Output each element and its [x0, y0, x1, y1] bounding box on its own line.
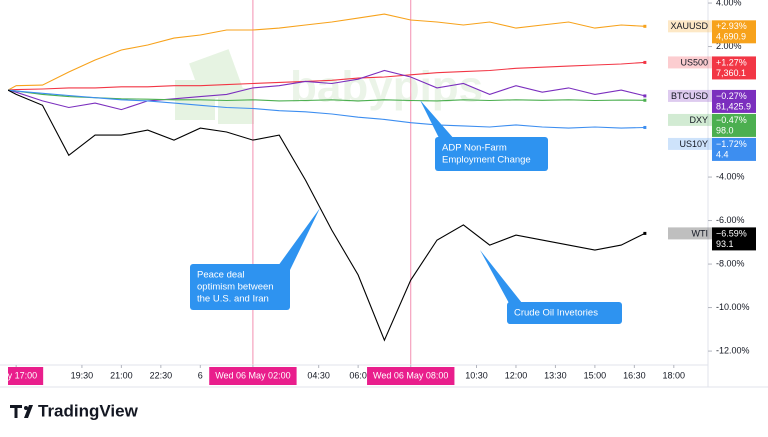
series-line	[8, 13, 645, 91]
x-tick-label: 04:30	[307, 370, 330, 380]
x-tick-label: 06:0	[349, 370, 367, 380]
series-value-box	[712, 137, 756, 161]
x-tick-label: 21:00	[110, 370, 133, 380]
series-end-dot	[643, 125, 647, 129]
annotation-text: ADP Non-Farm	[442, 143, 507, 154]
series-name-tag	[668, 113, 712, 126]
series-name: WTI	[692, 228, 709, 238]
series-line	[8, 61, 645, 91]
series-end-dot	[643, 98, 647, 102]
x-tick-highlight	[209, 367, 297, 385]
series-change-label: −0.27%	[716, 91, 747, 101]
series-value-box	[712, 113, 756, 137]
y-tick-label: -10.00%	[716, 302, 750, 312]
y-tick-label: -8.00%	[716, 258, 745, 268]
x-tick-label: 22:30	[150, 370, 173, 380]
series-price-label: 7,360.1	[716, 68, 746, 78]
watermark-text: babypips	[290, 63, 483, 112]
series-price-label: 81,425.9	[716, 101, 751, 111]
series-change-label: −6.59%	[716, 228, 747, 238]
brand-name: TradingView	[38, 401, 139, 420]
series-end-dot	[643, 94, 647, 98]
x-tick-label: 13:30	[544, 370, 567, 380]
annotation-box	[507, 302, 622, 324]
annotation-text: Peace deal	[197, 270, 245, 281]
series-name: US500	[680, 57, 708, 67]
series-value-box	[712, 89, 756, 113]
annotation-text: the U.S. and Iran	[197, 294, 269, 305]
x-tick-highlight	[8, 367, 44, 385]
series-value-box	[712, 227, 756, 251]
annotation-text: Crude Oil Invetories	[514, 308, 598, 319]
annotation-text: optimism between	[197, 282, 274, 293]
series-end-dot	[643, 231, 647, 235]
series-line	[8, 89, 646, 342]
watermark: babypips	[175, 49, 483, 124]
series-change-label: −1.72%	[716, 139, 747, 149]
y-tick-label: -4.00%	[716, 171, 745, 181]
series-name: BTCUSD	[671, 91, 709, 101]
series-price-label: 98.0	[716, 125, 734, 135]
x-tick-label: 18:00	[663, 370, 686, 380]
series-line	[8, 89, 645, 129]
series-end-dot	[643, 60, 647, 64]
series-line	[8, 69, 646, 111]
annotation-pointer	[278, 208, 320, 270]
x-tick-label: 15:00	[584, 370, 607, 380]
x-tick-label: Wed 06 May 08:00	[373, 370, 448, 380]
series-name-tag	[668, 89, 712, 102]
series-name: XAUUSD	[670, 21, 708, 31]
x-tick-label: 19:30	[71, 370, 94, 380]
annotation-box	[435, 137, 548, 171]
x-tick-highlight	[367, 367, 455, 385]
series-end-dot	[643, 24, 647, 28]
y-tick-label: -6.00%	[716, 215, 745, 225]
series-change-label: +1.27%	[716, 57, 747, 67]
x-tick-label: Wed 06 May 02:00	[215, 370, 290, 380]
series-price-label: 4,690.9	[716, 32, 746, 42]
x-tick-label: 6	[198, 370, 203, 380]
brand-logo: TradingView	[10, 401, 139, 420]
annotation-text: Employment Change	[442, 155, 531, 166]
series-name-tag	[668, 227, 712, 240]
annotation-box	[190, 264, 290, 310]
series-value-box	[712, 56, 756, 80]
x-tick-label: 12:00	[505, 370, 528, 380]
series-value-box	[712, 20, 756, 44]
x-tick-label: May 17:00	[0, 370, 37, 380]
y-tick-label: -12.00%	[716, 345, 750, 355]
series-price-label: 4.4	[716, 149, 729, 159]
annotation-pointer	[480, 250, 522, 305]
series-name-tag	[668, 20, 712, 33]
annotation-pointer	[420, 100, 455, 140]
y-tick-label: 4.00%	[716, 0, 742, 7]
series-name: DXY	[689, 115, 708, 125]
series-change-label: +2.93%	[716, 21, 747, 31]
series-name-tag	[668, 56, 712, 69]
series-name: US10Y	[679, 139, 708, 149]
series-name-tag	[668, 137, 712, 150]
series-change-label: −0.47%	[716, 115, 747, 125]
x-tick-label: 16:30	[623, 370, 646, 380]
x-tick-label: 10:30	[465, 370, 488, 380]
series-price-label: 93.1	[716, 239, 734, 249]
y-tick-label: 2.00%	[716, 41, 742, 51]
